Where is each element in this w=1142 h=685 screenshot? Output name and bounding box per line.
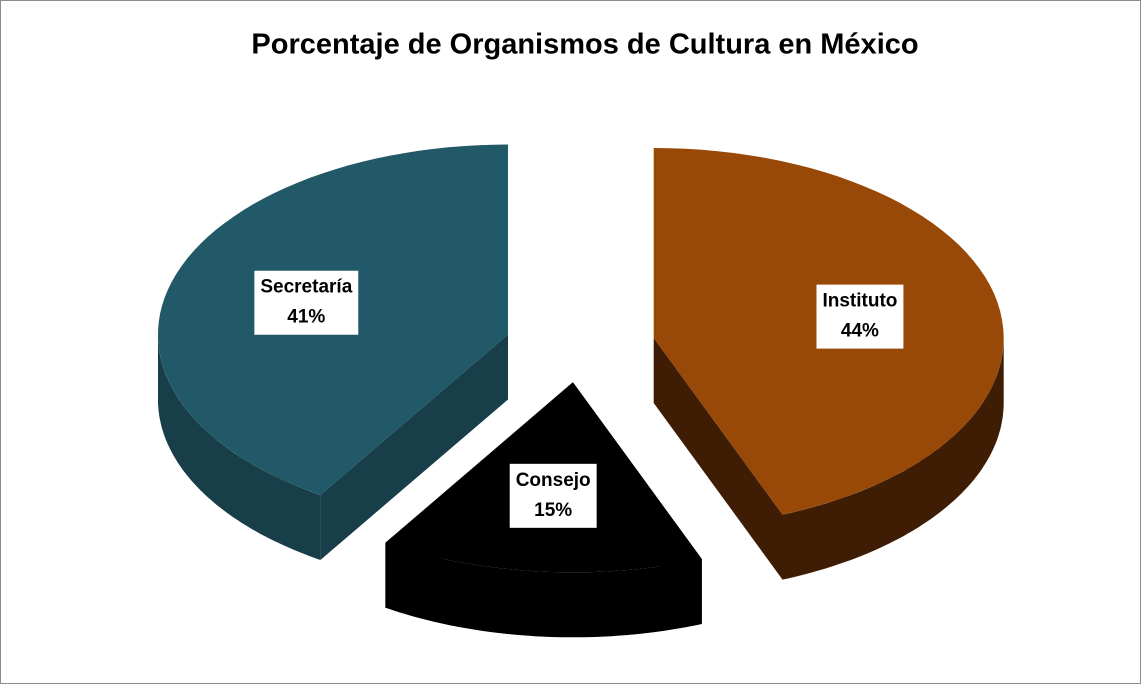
data-label-value: 15% xyxy=(534,500,572,521)
slice-side xyxy=(320,334,508,560)
data-label: Instituto 44% xyxy=(816,284,904,349)
data-label-category: Secretaría xyxy=(260,277,352,298)
data-label-box xyxy=(816,284,904,349)
slice-side xyxy=(782,338,1004,580)
slice-side xyxy=(158,334,321,560)
slice-side xyxy=(653,338,783,580)
data-label-value: 44% xyxy=(841,321,879,342)
data-label-category: Instituto xyxy=(822,291,897,312)
data-label-category: Consejo xyxy=(516,470,591,491)
data-label-box xyxy=(509,463,597,528)
data-label-value: 41% xyxy=(287,307,325,328)
data-label: Secretaría 41% xyxy=(254,270,359,335)
chart-title: Porcentaje de Organismos de Cultura en M… xyxy=(251,29,918,61)
data-label-box xyxy=(254,270,359,335)
slice-side xyxy=(385,542,702,638)
data-label: Consejo 15% xyxy=(509,463,597,528)
